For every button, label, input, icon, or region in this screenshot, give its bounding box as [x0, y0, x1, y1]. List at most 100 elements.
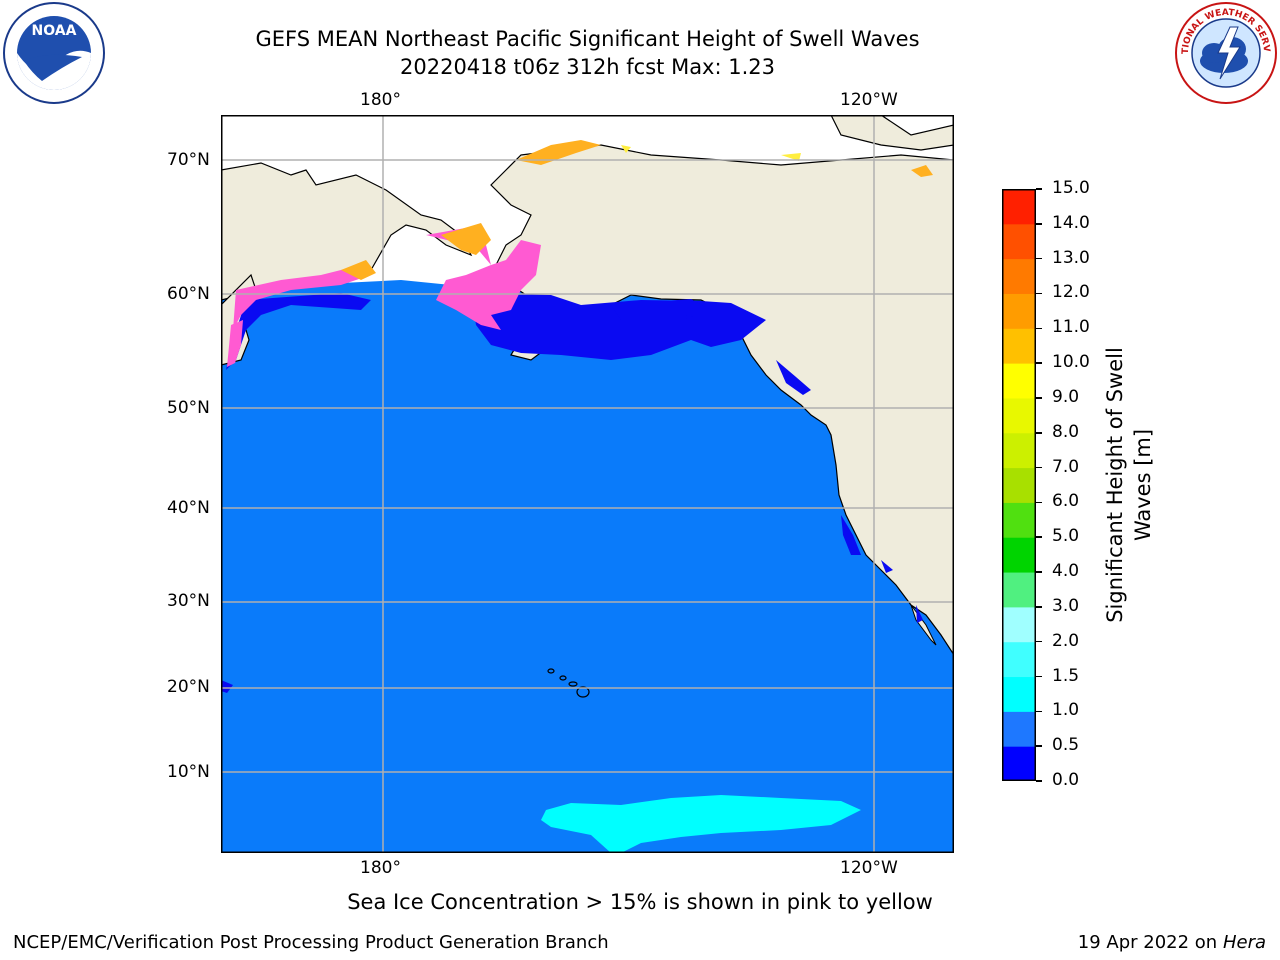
colorbar-tick-label: 1.5: [1052, 665, 1080, 686]
map-frame: [221, 115, 954, 853]
california-low-swell: [841, 515, 861, 555]
colorbar-svg: [1002, 189, 1036, 782]
lat-label-60n: 60°N: [167, 284, 210, 304]
west-edge-low-swell: [221, 680, 233, 693]
nws-logo: NATIONAL WEATHER SERVICE: [1170, 0, 1278, 105]
colorbar-bin-6: [1002, 537, 1036, 573]
colorbar-tick-mark: [1036, 571, 1042, 573]
colorbar-tick-label: 3.0: [1052, 595, 1080, 616]
map-panel: [220, 114, 955, 853]
colorbar-tick-label: 1.0: [1052, 700, 1080, 721]
colorbar-bin-0: [1002, 746, 1036, 782]
colorbar-tick-mark: [1036, 606, 1042, 608]
footer-machine: Hera: [1222, 932, 1266, 953]
aleutian-low-swell: [226, 293, 371, 370]
bc-coast-low-swell: [776, 360, 811, 395]
graticule: [221, 115, 954, 853]
sea-ice-orange-east: [911, 165, 933, 177]
chart-title-line2: 20220418 t06z 312h fcst Max: 1.23: [400, 55, 775, 79]
colorbar-bin-12: [1002, 328, 1036, 364]
colorbar-tick-mark: [1036, 257, 1042, 260]
colorbar-bin-15: [1002, 223, 1036, 260]
colorbar-tick-mark: [1036, 640, 1042, 643]
noaa-logo: NOAA: [2, 1, 106, 105]
colorbar-tick-mark: [1036, 292, 1042, 295]
colorbar-tick-label: 15.0: [1052, 178, 1090, 198]
lat-label-70n: 70°N: [167, 150, 210, 170]
colorbar-tick-label: 7.0: [1052, 456, 1080, 477]
lat-label-10n: 10°N: [167, 762, 210, 782]
colorbar-bin-11: [1002, 363, 1036, 399]
colorbar-tick-mark: [1036, 188, 1042, 190]
colorbar-tick-mark: [1036, 327, 1042, 330]
colorbar-tick-label: 0.5: [1052, 735, 1080, 756]
colorbar-tick-label: 9.0: [1052, 386, 1080, 407]
sea-ice-west: [233, 265, 371, 330]
gulf-alaska-low-swell: [611, 299, 711, 325]
colorbar-tick-mark: [1036, 501, 1042, 504]
equatorial-swell-cyan: [541, 795, 861, 853]
colorbar-bin-14: [1002, 258, 1036, 294]
california-low-swell-2: [881, 560, 893, 573]
colorbar-bin-1: [1002, 711, 1036, 747]
baja-low-swell: [916, 605, 923, 623]
colorbar-frame: [1002, 189, 1036, 781]
colorbar-bin-5: [1002, 572, 1036, 608]
lon-label-top-180: 180°: [360, 90, 401, 110]
footer-date: 19 Apr 2022 on: [1077, 932, 1223, 953]
colorbar-tick-label: 0.0: [1052, 770, 1080, 790]
colorbar-tick-mark: [1036, 466, 1042, 469]
colorbar-bin-16: [1002, 189, 1036, 225]
footer-right: 19 Apr 2022 on Hera: [1078, 932, 1266, 953]
map-svg: [220, 114, 955, 853]
colorbar-label-box: Significant Height of Swell Waves [m]: [1100, 250, 1160, 720]
sea-ice-bering: [426, 227, 541, 330]
colorbar-tick-mark: [1036, 745, 1042, 747]
colorbar-bin-10: [1002, 397, 1036, 434]
colorbar-tick-mark: [1036, 223, 1042, 225]
lat-label-40n: 40°N: [167, 498, 210, 518]
colorbar-tick-label: 5.0: [1052, 526, 1080, 547]
colorbar-tick-mark: [1036, 397, 1042, 399]
colorbar-bin-4: [1002, 606, 1036, 643]
colorbar-bin-9: [1002, 432, 1036, 469]
colorbar-tick-mark: [1036, 362, 1042, 364]
sea-ice-orange-strait: [441, 223, 491, 255]
colorbar-tick-mark: [1036, 780, 1042, 782]
gulf-low-swell-patch: [686, 315, 716, 335]
colorbar-tick-label: 2.0: [1052, 630, 1080, 651]
sea-ice-kamchatka: [227, 320, 243, 367]
colorbar-bin-13: [1002, 293, 1036, 329]
lat-label-20n: 20°N: [167, 677, 210, 697]
colorbar-tick-mark: [1036, 675, 1042, 678]
colorbar-tick-mark: [1036, 710, 1042, 713]
lon-label-bottom-120w: 120°W: [840, 858, 898, 878]
colorbar-tick-label: 13.0: [1052, 247, 1090, 268]
colorbar-bin-8: [1002, 467, 1036, 503]
sea-ice-orange-west: [341, 260, 376, 280]
colorbar-tick-label: 8.0: [1052, 421, 1080, 442]
colorbar-label-line1: Significant Height of Swell: [1103, 347, 1127, 623]
colorbar-tick-mark: [1036, 536, 1042, 538]
noaa-logo-text: NOAA: [32, 23, 77, 39]
hawaii-islands: [547, 668, 590, 698]
footer-left: NCEP/EMC/Verification Post Processing Pr…: [13, 932, 609, 953]
colorbar: [1002, 189, 1036, 782]
colorbar-tick-label: 14.0: [1052, 212, 1090, 233]
colorbar-tick-label: 10.0: [1052, 352, 1090, 373]
colorbar-tick-mark: [1036, 432, 1042, 434]
colorbar-bin-3: [1002, 641, 1036, 678]
colorbar-bin-7: [1002, 502, 1036, 538]
colorbar-tick-label: 12.0: [1052, 282, 1090, 303]
sea-ice-yellow-east: [781, 153, 801, 161]
colorbar-tick-label: 11.0: [1052, 317, 1090, 338]
chart-title-line1: GEFS MEAN Northeast Pacific Significant …: [255, 27, 920, 51]
sea-ice-yellow-arctic: [621, 145, 631, 153]
sea-ice-orange-arctic: [516, 140, 601, 165]
lat-label-30n: 30°N: [167, 591, 210, 611]
lon-label-bottom-180: 180°: [360, 858, 401, 878]
sea-ice-note: Sea Ice Concentration > 15% is shown in …: [347, 890, 933, 914]
lat-label-50n: 50°N: [167, 398, 210, 418]
colorbar-label-line2: Waves [m]: [1131, 429, 1155, 541]
lon-label-top-120w: 120°W: [840, 90, 898, 110]
